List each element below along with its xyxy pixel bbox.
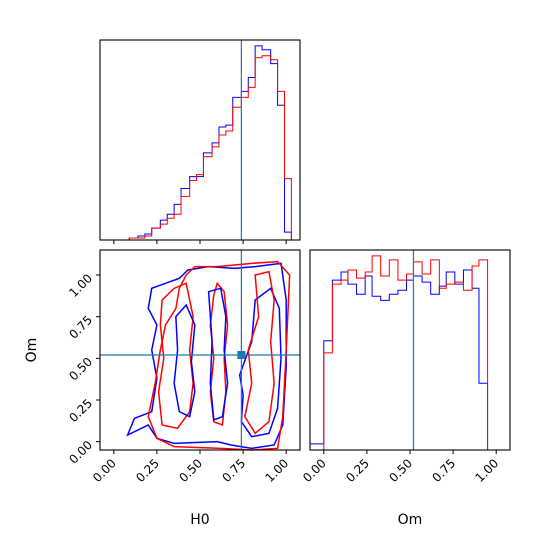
contour-3 <box>157 282 194 430</box>
truth-point-marker <box>237 351 246 359</box>
contour-0 <box>126 262 287 450</box>
contour-6 <box>173 303 196 418</box>
contour-xlabel: H0 <box>190 512 209 528</box>
h0-histogram-panel <box>99 39 301 244</box>
h0-histogram-frame <box>99 39 301 241</box>
contour-5 <box>244 270 275 435</box>
contour-7 <box>207 287 229 422</box>
om-xlabel: Om <box>398 512 423 528</box>
om-histogram-series-0 <box>309 269 504 451</box>
om-histogram-frame <box>309 249 511 451</box>
contour-frame <box>99 249 301 451</box>
contour-ylabel: Om <box>24 338 40 363</box>
contour-2 <box>147 260 291 451</box>
h0-histogram-series-1 <box>128 55 292 240</box>
om-histogram-series-1 <box>310 255 504 451</box>
